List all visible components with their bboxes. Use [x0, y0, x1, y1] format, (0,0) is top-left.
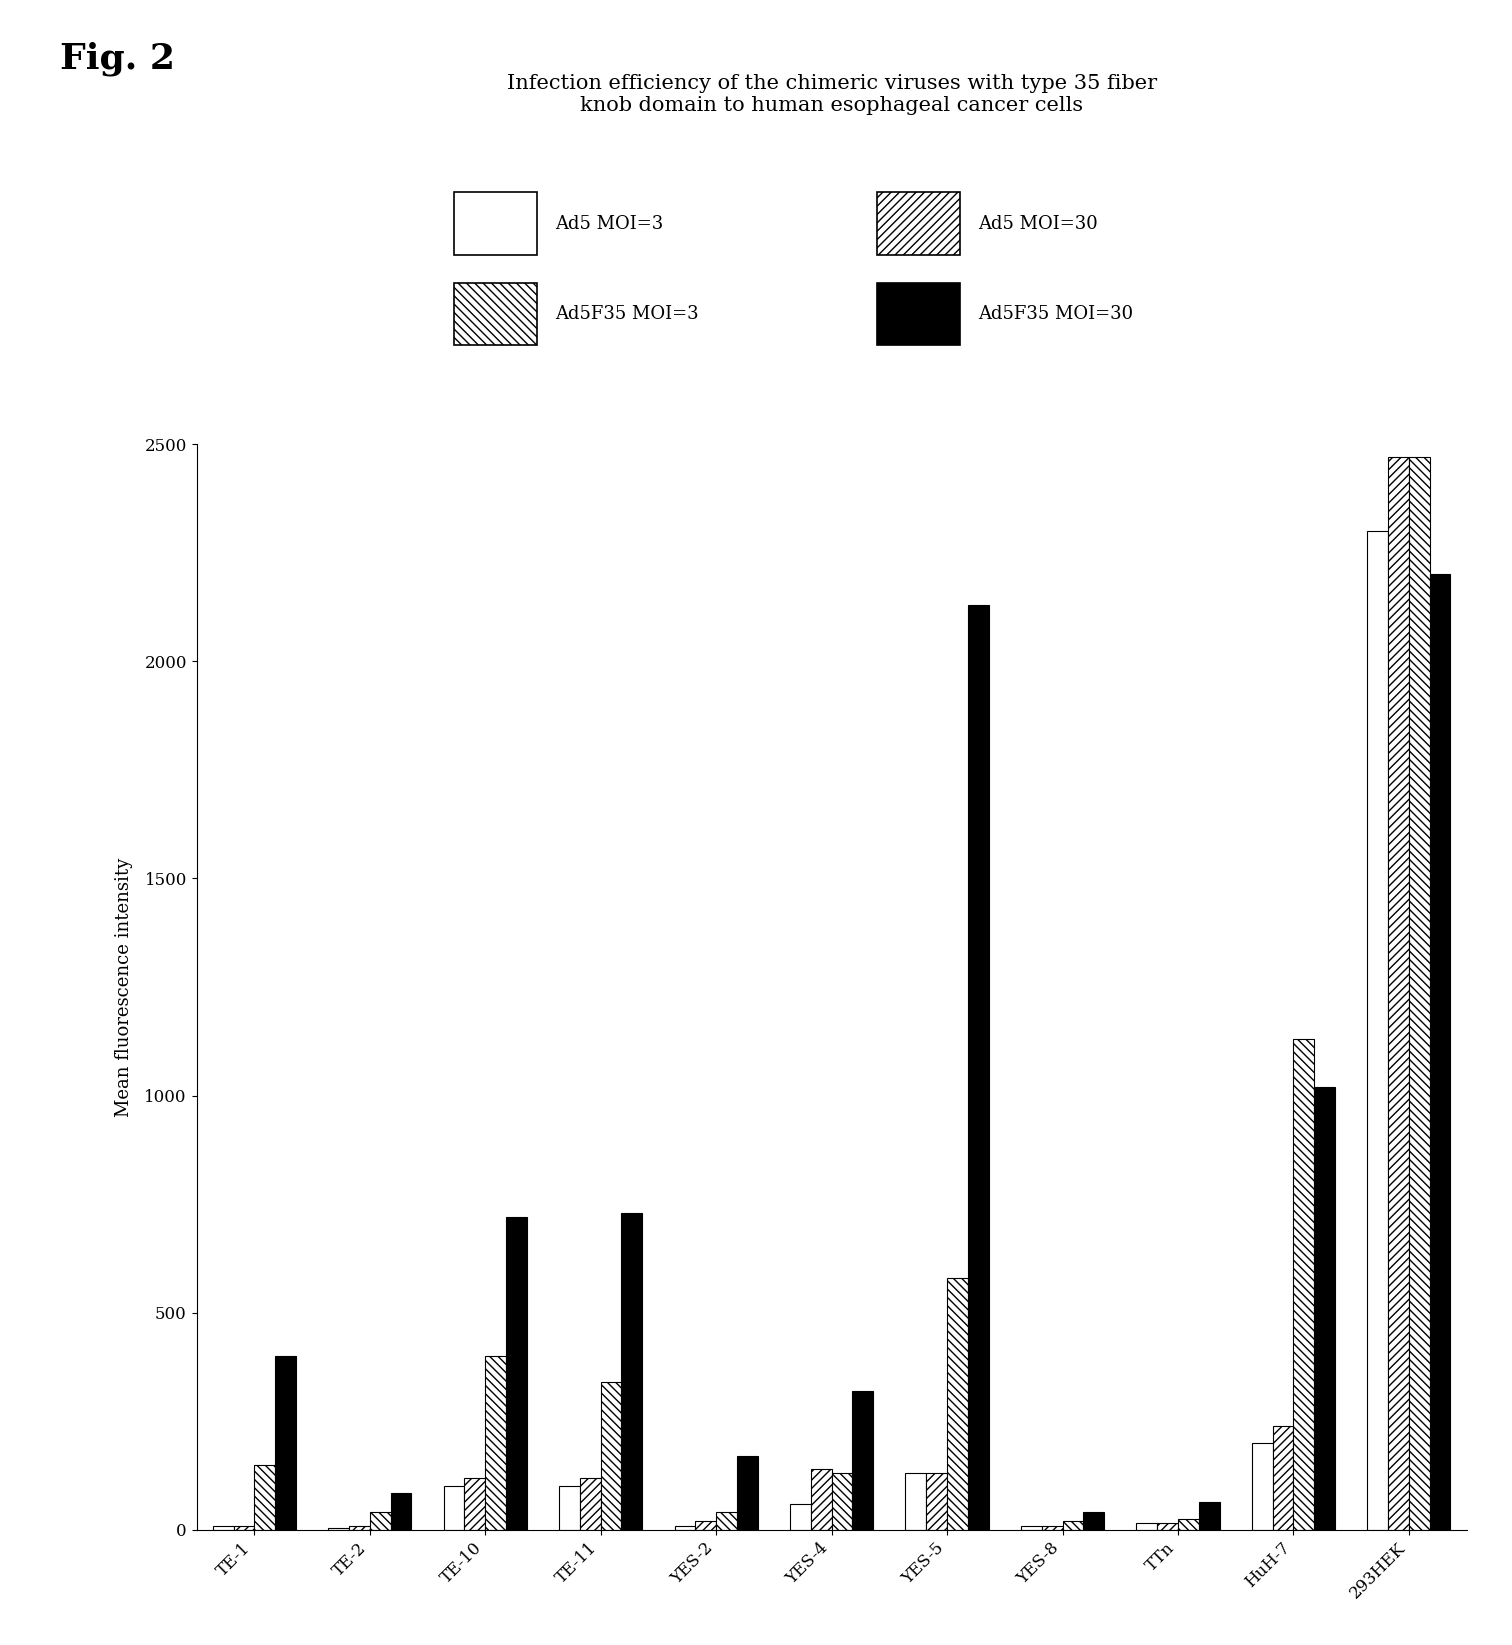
Text: Ad5 MOI=3: Ad5 MOI=3: [555, 215, 664, 232]
Bar: [254, 1464, 275, 1530]
Bar: [736, 1456, 758, 1530]
Text: Ad5 MOI=30: Ad5 MOI=30: [978, 215, 1098, 232]
Bar: [810, 1469, 832, 1530]
Bar: [443, 1487, 464, 1530]
Bar: [1293, 1040, 1314, 1530]
Bar: [275, 1355, 296, 1530]
Bar: [233, 1525, 254, 1530]
Bar: [1409, 457, 1430, 1530]
Bar: [1021, 1525, 1042, 1530]
Bar: [1314, 1087, 1335, 1530]
Bar: [1178, 1518, 1199, 1530]
Bar: [906, 1474, 927, 1530]
Bar: [370, 1512, 390, 1530]
Bar: [832, 1474, 853, 1530]
Bar: [696, 1522, 717, 1530]
Bar: [485, 1355, 507, 1530]
Bar: [600, 1382, 621, 1530]
Bar: [1157, 1523, 1178, 1530]
Bar: [791, 1504, 810, 1530]
Bar: [464, 1477, 485, 1530]
Bar: [1430, 574, 1450, 1530]
Bar: [1367, 531, 1388, 1530]
Bar: [717, 1512, 736, 1530]
Bar: [1137, 1523, 1157, 1530]
Bar: [559, 1487, 581, 1530]
Bar: [328, 1528, 349, 1530]
Text: Infection efficiency of the chimeric viruses with type 35 fiber
knob domain to h: Infection efficiency of the chimeric vir…: [507, 74, 1157, 115]
Text: Fig. 2: Fig. 2: [60, 41, 175, 76]
Bar: [507, 1217, 526, 1530]
Bar: [1388, 457, 1409, 1530]
Text: Ad5F35 MOI=30: Ad5F35 MOI=30: [978, 306, 1134, 322]
Bar: [927, 1474, 947, 1530]
Bar: [581, 1477, 600, 1530]
Bar: [947, 1278, 968, 1530]
Bar: [1063, 1522, 1083, 1530]
Bar: [1273, 1426, 1293, 1530]
Bar: [1199, 1502, 1220, 1530]
Text: Ad5F35 MOI=3: Ad5F35 MOI=3: [555, 306, 699, 322]
Bar: [1083, 1512, 1104, 1530]
Y-axis label: Mean fluorescence intensity: Mean fluorescence intensity: [115, 857, 133, 1117]
Bar: [674, 1525, 696, 1530]
Bar: [853, 1392, 872, 1530]
Bar: [213, 1525, 233, 1530]
Bar: [1252, 1443, 1273, 1530]
Bar: [390, 1494, 411, 1530]
Bar: [968, 605, 989, 1530]
Bar: [349, 1525, 370, 1530]
Bar: [621, 1212, 643, 1530]
Bar: [1042, 1525, 1063, 1530]
